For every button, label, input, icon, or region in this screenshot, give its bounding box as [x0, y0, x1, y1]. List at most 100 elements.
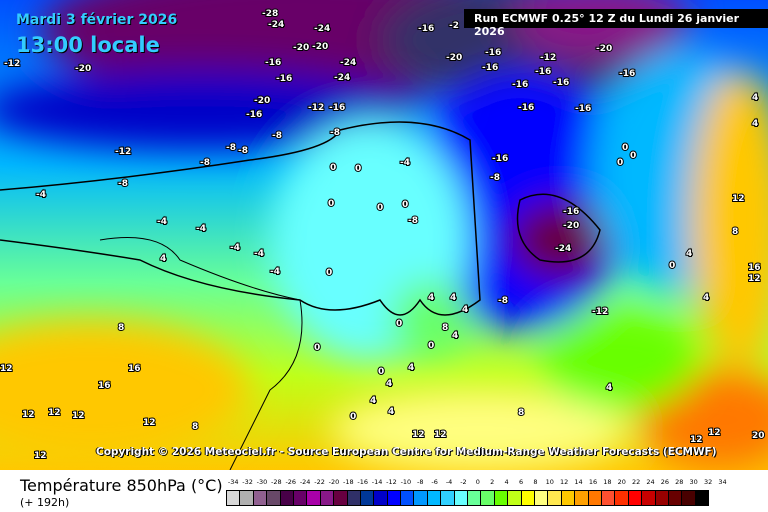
scale-tick: 26: [660, 478, 670, 486]
isotherm-label: 0: [617, 158, 623, 168]
isotherm-label: -16: [329, 103, 345, 113]
isotherm-label: -16: [553, 78, 569, 88]
scale-tick: -34: [227, 478, 239, 486]
isotherm-label: 16: [748, 263, 761, 273]
isotherm-label: 4: [752, 119, 758, 129]
isotherm-label: -16: [492, 154, 508, 164]
scale-swatch: [440, 490, 455, 506]
isotherm-label: 12: [72, 411, 85, 421]
isotherm-label: 0: [630, 151, 636, 161]
scale-tick: 4: [504, 478, 509, 486]
scale-swatch: [533, 490, 549, 506]
isotherm-label: -12: [308, 103, 324, 113]
scale-swatch: [480, 490, 495, 506]
scale-swatch: [292, 490, 308, 506]
legend-subtitle: (+ 192h): [20, 496, 70, 509]
isotherm-label: 0: [355, 164, 361, 174]
isotherm-label: -8: [490, 173, 500, 183]
isotherm-label: -24: [314, 24, 330, 34]
color-scale: -34 -32 -30 -28 -26 -24 -22 -20 -18 -16 -14 -12 -10-…: [226, 478, 730, 506]
isotherm-label: 0: [622, 143, 628, 153]
isotherm-label: 12: [143, 418, 156, 428]
scale-tick: -22: [314, 478, 325, 486]
isotherm-label: -20: [75, 64, 91, 74]
scale-tick: 30: [689, 478, 698, 486]
isotherm-label: -4: [400, 158, 410, 168]
scale-swatch: [306, 490, 321, 506]
isotherm-label: -24: [334, 73, 350, 83]
isotherm-label: 0: [378, 367, 384, 377]
scale-swatch: [333, 490, 348, 506]
isotherm-label: -16: [265, 58, 281, 68]
scale-swatch: [252, 490, 268, 506]
isotherm-label: 4: [452, 331, 458, 341]
isotherm-label: -20: [596, 44, 612, 54]
isotherm-label: 20: [752, 431, 765, 441]
scale-swatch: [547, 490, 562, 506]
isotherm-label: 4: [606, 383, 612, 393]
isotherm-label: 16: [98, 381, 111, 391]
scale-swatch: [279, 490, 294, 506]
scale-tick: -32: [242, 478, 253, 486]
isotherm-label: 8: [118, 323, 124, 333]
isotherm-label: -16: [563, 207, 579, 217]
scale-tick: -30: [256, 478, 268, 486]
scale-swatch: [614, 490, 629, 506]
isotherm-label: 12: [48, 408, 61, 418]
isotherm-label: -24: [268, 20, 284, 30]
isotherm-label: 12: [34, 451, 47, 461]
scale-swatch: [346, 490, 361, 506]
forecast-date: Mardi 3 février 2026: [16, 12, 178, 28]
isotherm-label: 4: [160, 254, 166, 264]
forecast-time: 13:00 locale: [16, 33, 160, 57]
copyright: Copyright © 2026 Meteociel.fr - Source E…: [96, 446, 717, 458]
isotherm-label: 16: [128, 364, 141, 374]
isotherm-label: 4: [388, 407, 394, 417]
model-run-banner: Run ECMWF 0.25° 12 Z du Lundi 26 janvier…: [464, 9, 768, 38]
scale-swatch: [667, 490, 683, 506]
scale-swatch: [359, 490, 375, 506]
isotherm-label: -4: [36, 190, 46, 200]
isotherm-label: 4: [752, 93, 758, 103]
scale-tick: 0: [475, 478, 480, 486]
isotherm-label: 0: [330, 163, 336, 173]
scale-tick: -4: [445, 478, 453, 486]
isotherm-label: 0: [402, 200, 408, 210]
isotherm-label: -4: [270, 267, 280, 277]
isotherm-label: 4: [370, 396, 376, 406]
isotherm-label: -12: [540, 53, 556, 63]
isotherm-label: -8: [238, 146, 248, 156]
isotherm-label: -4: [196, 224, 206, 234]
scale-tick: 16: [588, 478, 598, 486]
scale-swatch: [520, 490, 535, 506]
scale-tick: 18: [603, 478, 612, 486]
isotherm-label: 4: [686, 249, 692, 259]
legend-title: Température 850hPa (°C): [20, 476, 223, 495]
scale-swatch: [587, 490, 602, 506]
isotherm-label: -16: [535, 67, 551, 77]
isotherm-label: -16: [246, 110, 262, 120]
scale-swatch: [600, 490, 616, 506]
scale-swatch: [654, 490, 669, 506]
scale-tick: 22: [631, 478, 641, 486]
isotherm-label: 8: [518, 408, 524, 418]
scale-swatch: [373, 490, 388, 506]
legend: Température 850hPa (°C) (+ 192h) -34 -32-…: [0, 470, 768, 512]
scale-swatch: [641, 490, 656, 506]
scale-tick: 32: [703, 478, 713, 486]
temperature-map: -12 -28 -24 -24 -16 -2 -20 -20 -16 -16 -24 -24 -20 -2…: [0, 0, 768, 470]
scale-swatch: [560, 490, 576, 506]
isotherm-label: -8: [200, 158, 210, 168]
scale-tick: 24: [646, 478, 655, 486]
scale-swatch: [386, 490, 402, 506]
isotherm-label: 12: [434, 430, 447, 440]
isotherm-label: -16: [485, 48, 501, 58]
isotherm-label: -20: [293, 43, 309, 53]
isotherm-label: 12: [0, 364, 13, 374]
isotherm-label: 12: [690, 435, 703, 445]
isotherm-label: 12: [412, 430, 425, 440]
isotherm-label: 0: [377, 203, 383, 213]
isotherm-label: 12: [732, 194, 745, 204]
isotherm-label: -4: [254, 249, 264, 259]
isotherm-label: 12: [708, 428, 721, 438]
